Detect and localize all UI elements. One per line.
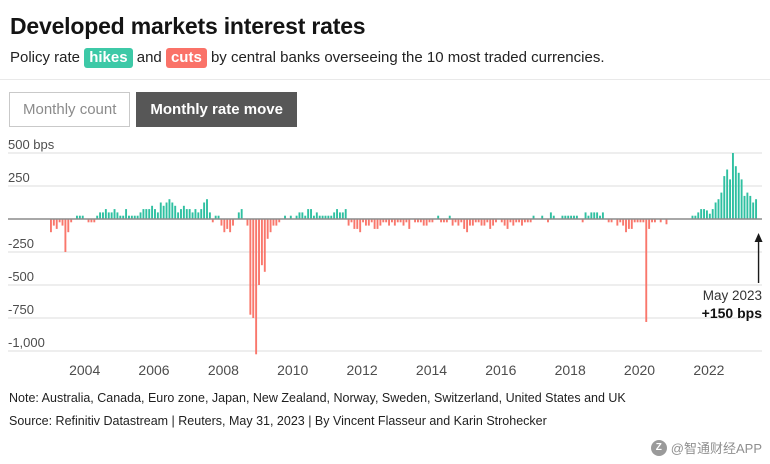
- svg-text:-500: -500: [8, 269, 34, 284]
- svg-text:-250: -250: [8, 236, 34, 251]
- monthly-rate-move-tab[interactable]: Monthly rate move: [136, 92, 297, 127]
- svg-text:-750: -750: [8, 302, 34, 317]
- svg-text:2018: 2018: [555, 362, 586, 378]
- svg-text:-1,000: -1,000: [8, 335, 45, 350]
- watermark: Z @智通财经APP: [650, 438, 762, 457]
- annotation-arrow-icon: [754, 233, 763, 242]
- rate-move-bars: [50, 153, 758, 355]
- annotation-date-label: May 2023: [703, 288, 762, 303]
- svg-text:2020: 2020: [624, 362, 655, 378]
- x-axis-labels: 2004 2006 2008 2010 2012 2014 2016 2018 2020 2022: [69, 362, 725, 378]
- latest-month-annotation: May 2023 +150 bps: [702, 233, 763, 321]
- hikes-badge: hikes: [84, 48, 133, 68]
- subtitle-text-suffix: by central banks overseeing the 10 most …: [206, 49, 605, 66]
- gridlines: [8, 152, 762, 352]
- note-text: Note: Australia, Canada, Euro zone, Japa…: [9, 391, 626, 405]
- footer-notes: Note: Australia, Canada, Euro zone, Japa…: [9, 387, 770, 432]
- svg-text:250: 250: [8, 170, 30, 185]
- cuts-badge: cuts: [165, 48, 207, 68]
- subtitle-text-prefix: Policy rate: [10, 49, 85, 66]
- svg-text:2014: 2014: [416, 362, 447, 378]
- annotation-value-label: +150 bps: [702, 305, 763, 321]
- y-axis-labels: 500 bps 250 -250 -500 -750 -1,000: [8, 137, 55, 350]
- monthly-count-tab[interactable]: Monthly count: [9, 92, 131, 127]
- zhitong-caijing-logo-icon: Z: [650, 439, 667, 456]
- subtitle-text-mid: and: [132, 49, 166, 66]
- svg-text:2010: 2010: [277, 362, 308, 378]
- svg-text:2004: 2004: [69, 362, 100, 378]
- svg-text:2008: 2008: [208, 362, 239, 378]
- svg-text:2006: 2006: [138, 362, 169, 378]
- page-title: Developed markets interest rates: [10, 13, 366, 39]
- header-divider: [0, 79, 770, 80]
- svg-text:2022: 2022: [693, 362, 724, 378]
- svg-text:2016: 2016: [485, 362, 516, 378]
- subtitle: Policy rate hikes and cuts by central ba…: [10, 48, 760, 68]
- svg-text:500 bps: 500 bps: [8, 137, 55, 152]
- view-toggle-group: Monthly count Monthly rate move: [9, 92, 770, 127]
- source-text: Source: Refinitiv Datastream | Reuters, …: [9, 413, 547, 428]
- svg-text:2012: 2012: [347, 362, 378, 378]
- interest-rate-bar-chart: 500 bps 250 -250 -500 -750 -1,000 2004 2006 2008…: [8, 137, 763, 378]
- watermark-text: @智通财经APP: [670, 441, 762, 456]
